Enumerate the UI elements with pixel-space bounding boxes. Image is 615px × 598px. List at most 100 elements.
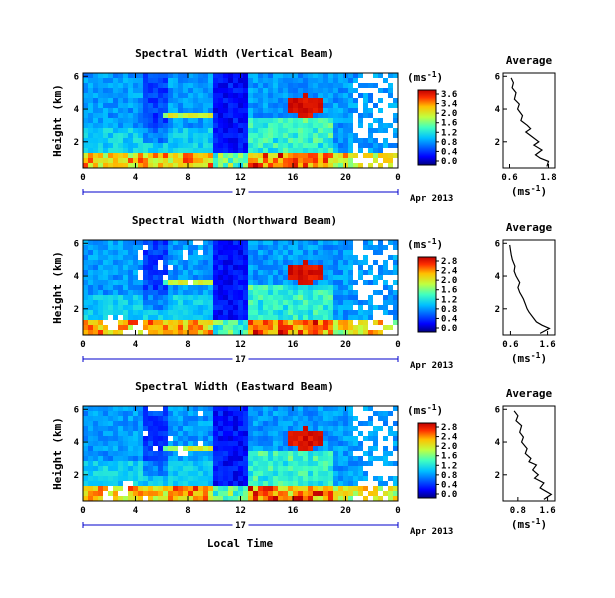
heatmap-cell [248,496,253,501]
heatmap-cell [333,255,338,260]
heatmap-cell [248,290,253,295]
heatmap-cell [188,73,193,78]
heatmap-cell [93,113,98,118]
heatmap-cell [353,260,358,265]
heatmap-cell [373,83,378,88]
heatmap-cell [103,133,108,138]
heatmap-cell [383,491,388,496]
heatmap-cell [308,466,313,471]
heatmap-cell [163,431,168,436]
heatmap-cell [343,456,348,461]
heatmap-cell [163,143,168,148]
heatmap-cell [248,118,253,123]
heatmap-cell [173,128,178,133]
heatmap-cell [153,466,158,471]
heatmap-cell [128,416,133,421]
heatmap-cell [333,496,338,501]
heatmap-cell [293,496,298,501]
heatmap-cell [243,491,248,496]
heatmap-cell [128,158,133,163]
heatmap-cell [273,305,278,310]
heatmap-cell [198,260,203,265]
heatmap-cell [148,491,153,496]
heatmap-cell [283,138,288,143]
heatmap-cell [128,118,133,123]
heatmap-cell [148,118,153,123]
heatmap-cell [288,153,293,158]
heatmap-cell [188,325,193,330]
heatmap-cell [153,295,158,300]
heatmap-cell [348,123,353,128]
heatmap-cell [283,330,288,335]
heatmap-cell [103,255,108,260]
heatmap-cell [118,446,123,451]
heatmap-cell [378,411,383,416]
heatmap-cell [283,466,288,471]
heatmap-cell [113,118,118,123]
heatmap-cell [323,128,328,133]
heatmap-cell [98,240,103,245]
heatmap-cell [268,295,273,300]
heatmap-cell [388,240,393,245]
heatmap-cell [238,431,243,436]
heatmap-cell [188,451,193,456]
heatmap-cell [188,143,193,148]
heatmap-cell [138,265,143,270]
heatmap-cell [108,406,113,411]
heatmap-cell [253,275,258,280]
heatmap-cell [108,265,113,270]
heatmap-cell [273,406,278,411]
heatmap-cell [168,285,173,290]
heatmap-cell [348,108,353,113]
heatmap-cell [343,466,348,471]
heatmap-cell [173,496,178,501]
heatmap-cell [223,245,228,250]
heatmap-cell [238,245,243,250]
heatmap-cell [233,456,238,461]
heatmap-cell [103,300,108,305]
heatmap-cell [308,108,313,113]
heatmap-cell [278,143,283,148]
heatmap-cell [223,300,228,305]
heatmap-cell [248,260,253,265]
heatmap-cell [163,330,168,335]
heatmap-cell [148,330,153,335]
heatmap-cell [278,78,283,83]
heatmap-cell [308,431,313,436]
heatmap-cell [238,138,243,143]
heatmap-cell [183,496,188,501]
heatmap-cell [193,325,198,330]
heatmap-cell [178,153,183,158]
heatmap-cell [258,441,263,446]
heatmap-cell [128,280,133,285]
heatmap-cell [183,436,188,441]
heatmap-cell [208,416,213,421]
heatmap-cell [278,476,283,481]
heatmap-cell [318,411,323,416]
heatmap-cell [163,305,168,310]
heatmap-cell [203,300,208,305]
heatmap-cell [233,103,238,108]
heatmap-cell [258,83,263,88]
heatmap-cell [348,118,353,123]
heatmap-cell [163,260,168,265]
x-tick-label: 8 [185,506,190,516]
heatmap-cell [308,78,313,83]
heatmap-cell [248,441,253,446]
heatmap-cell [83,138,88,143]
heatmap-cell [308,240,313,245]
heatmap-cell [313,305,318,310]
heatmap-cell [183,93,188,98]
heatmap-cell [148,270,153,275]
heatmap-cell [368,143,373,148]
heatmap-cell [273,431,278,436]
heatmap-cell [198,73,203,78]
heatmap-cell [148,421,153,426]
heatmap-cell [83,280,88,285]
heatmap-cell [318,93,323,98]
heatmap-cell [128,426,133,431]
heatmap-cell [333,133,338,138]
heatmap-cell [223,265,228,270]
heatmap-cell [323,431,328,436]
heatmap-cell [118,476,123,481]
